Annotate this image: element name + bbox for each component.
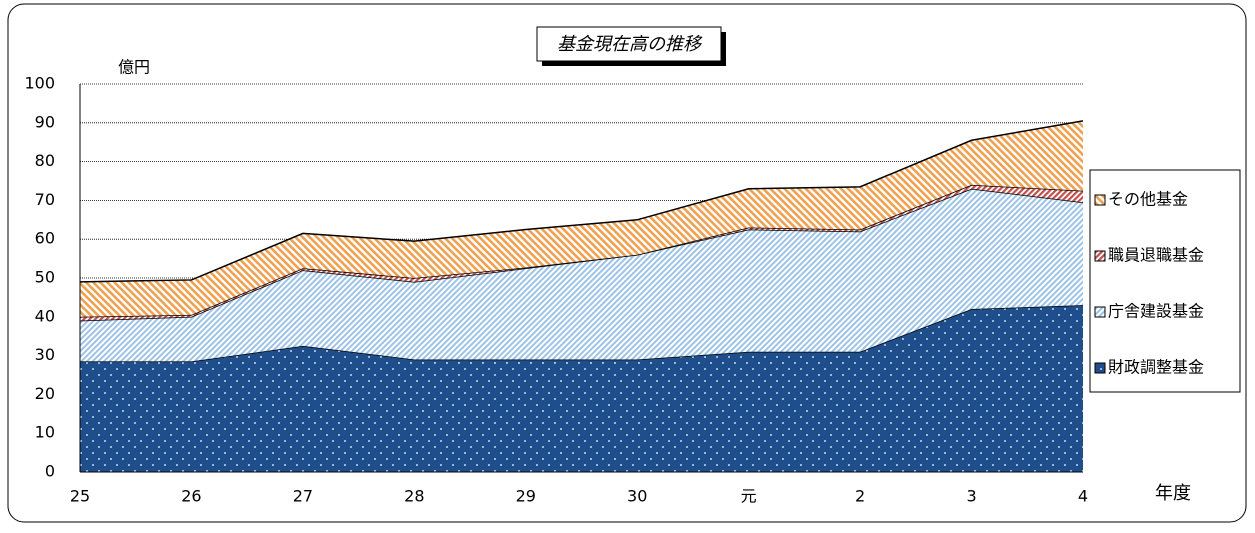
y-axis-label: 億円 (118, 58, 150, 77)
y-tick-label: 20 (35, 384, 55, 403)
x-tick-label: 元 (741, 487, 757, 506)
x-tick-label: 25 (70, 487, 90, 506)
x-tick-label: 4 (1078, 487, 1088, 506)
y-tick-label: 60 (35, 229, 55, 248)
x-tick-label: 28 (404, 487, 424, 506)
y-tick-label: 0 (45, 462, 55, 481)
legend-swatch (1094, 306, 1106, 318)
y-tick-label: 10 (35, 423, 55, 442)
x-tick-label: 27 (293, 487, 313, 506)
x-tick-label: 30 (627, 487, 647, 506)
y-tick-label: 90 (35, 112, 55, 131)
title-box (536, 26, 722, 62)
area (80, 188, 1083, 362)
y-tick-label: 40 (35, 306, 55, 325)
area (80, 120, 1083, 317)
y-tick-label: 70 (35, 190, 55, 209)
legend-swatch (1094, 362, 1106, 374)
x-tick-label: 26 (181, 487, 201, 506)
area-edge (79, 120, 1084, 283)
y-tick-label: 100 (24, 74, 55, 93)
x-tick-label: 3 (966, 487, 976, 506)
x-tick-label: 29 (516, 487, 536, 506)
y-tick-label: 80 (35, 151, 55, 170)
x-axis-label: 年度 (1155, 483, 1191, 504)
legend-swatch (1094, 194, 1106, 206)
legend-label: 財政調整基金 (1108, 358, 1204, 377)
legend-label: 職員退職基金 (1108, 246, 1204, 265)
legend-label: その他基金 (1108, 190, 1188, 209)
legend-swatch (1094, 250, 1106, 262)
chart-title: 基金現在高の推移 (557, 34, 703, 55)
area (80, 305, 1083, 472)
x-tick-label: 2 (855, 487, 865, 506)
legend (1089, 169, 1241, 393)
y-tick-label: 30 (35, 345, 55, 364)
y-tick-label: 50 (35, 268, 55, 287)
legend-label: 庁舎建設基金 (1108, 302, 1204, 321)
